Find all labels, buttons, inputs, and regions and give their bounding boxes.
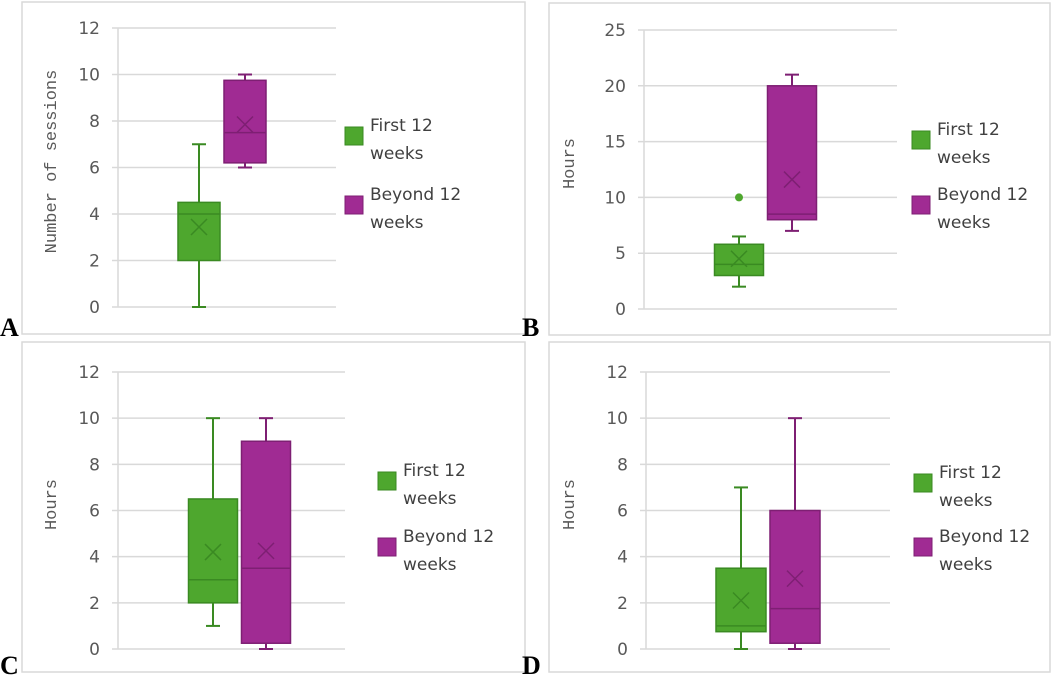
legend-label-first: weeks <box>939 491 993 511</box>
y-tick-label: 0 <box>615 300 626 320</box>
legend-label-first: weeks <box>937 148 991 168</box>
y-tick-label: 12 <box>78 19 100 39</box>
y-tick-label: 4 <box>89 205 100 225</box>
legend-swatch-beyond <box>377 537 397 557</box>
y-tick-label: 10 <box>78 409 100 429</box>
iqr-box <box>177 201 221 262</box>
y-tick-label: 10 <box>78 66 100 86</box>
y-tick-label: 12 <box>78 363 100 383</box>
y-tick-label: 15 <box>604 133 626 153</box>
y-tick-label: 4 <box>617 548 628 568</box>
legend-label-beyond: Beyond 12 <box>939 527 1030 547</box>
legend-swatch-beyond <box>344 195 364 215</box>
panel-label: A <box>0 313 19 342</box>
mean-marker <box>786 570 804 588</box>
y-tick-label: 8 <box>89 455 100 475</box>
y-tick-label: 2 <box>617 594 628 614</box>
box-first-12-weeks <box>715 486 767 650</box>
box-first-12-weeks <box>187 417 239 627</box>
mean-marker <box>236 115 254 134</box>
legend-label-first: First 12 <box>939 463 1002 483</box>
panel-c: 0 2 4 6 8 10 12 Hours First 12 weeks Beyond 12 week… <box>0 341 526 679</box>
mean-marker <box>783 171 801 189</box>
mean-marker <box>190 218 208 236</box>
legend-label-first: weeks <box>370 144 424 164</box>
legend-label-first: weeks <box>403 489 457 509</box>
y-axis-label: Hours <box>561 479 580 530</box>
y-axis-label: Number of sessions <box>43 70 62 254</box>
y-tick-label: 8 <box>617 455 628 475</box>
y-tick-label: 5 <box>615 244 626 264</box>
panel-d: 0 2 4 6 8 10 12 Hours First 12 weeks Beyond 12 week… <box>522 341 1051 679</box>
box-first-12-weeks <box>177 143 221 308</box>
y-tick-label: 10 <box>604 188 626 208</box>
legend-label-beyond: weeks <box>370 213 424 233</box>
mean-marker <box>732 591 750 610</box>
iqr-box <box>187 498 239 604</box>
y-tick-label: 6 <box>617 502 628 522</box>
y-axis-label: Hours <box>561 138 580 189</box>
legend-label-first: First 12 <box>370 116 433 136</box>
legend-label-beyond: Beyond 12 <box>937 185 1028 205</box>
y-tick-label: 6 <box>89 159 100 179</box>
box-beyond-12-weeks <box>223 73 267 169</box>
box-beyond-12-weeks <box>240 417 292 650</box>
iqr-box <box>766 85 818 221</box>
y-tick-label: 4 <box>89 548 100 568</box>
box-first-12-weeks <box>713 193 765 288</box>
box-beyond-12-weeks <box>769 417 821 650</box>
panel-label: B <box>522 313 539 342</box>
panel-b: 0 5 10 15 20 25 Hours First 12 weeks Beyond 12 wee… <box>522 2 1051 342</box>
outlier-point <box>735 193 743 202</box>
y-axis-label: Hours <box>43 479 62 530</box>
iqr-box <box>713 243 765 277</box>
mean-marker <box>204 543 222 561</box>
iqr-box <box>240 440 292 644</box>
y-tick-label: 0 <box>617 640 628 660</box>
legend-label-first: First 12 <box>403 461 466 481</box>
legend-label-beyond: Beyond 12 <box>370 185 461 205</box>
y-tick-label: 6 <box>89 502 100 522</box>
y-tick-label: 0 <box>89 298 100 318</box>
y-tick-label: 20 <box>604 77 626 97</box>
mean-marker <box>730 250 748 268</box>
legend-swatch-first <box>913 473 933 493</box>
legend-label-beyond: weeks <box>939 555 993 575</box>
y-tick-label: 0 <box>89 640 100 660</box>
legend-label-first: First 12 <box>937 120 1000 140</box>
y-tick-label: 2 <box>89 252 100 272</box>
panel-a: 0 2 4 6 8 10 12 Number of sessions First 12 weeks… <box>0 1 526 342</box>
legend-swatch-beyond <box>913 537 933 557</box>
y-tick-label: 25 <box>604 21 626 41</box>
legend-label-beyond: weeks <box>403 555 457 575</box>
legend-label-beyond: weeks <box>937 213 991 233</box>
y-tick-label: 8 <box>89 112 100 132</box>
iqr-box <box>223 79 267 164</box>
legend-label-beyond: Beyond 12 <box>403 527 494 547</box>
panel-label: C <box>0 651 19 679</box>
box-beyond-12-weeks <box>766 73 818 232</box>
y-tick-label: 10 <box>606 409 628 429</box>
panel-label: D <box>522 651 541 679</box>
legend-swatch-first <box>344 126 364 146</box>
y-tick-label: 12 <box>606 363 628 383</box>
mean-marker <box>257 542 275 560</box>
y-tick-label: 2 <box>89 594 100 614</box>
legend-swatch-beyond <box>911 195 931 215</box>
iqr-box <box>769 509 821 644</box>
legend-swatch-first <box>911 130 931 150</box>
legend-swatch-first <box>377 471 397 491</box>
